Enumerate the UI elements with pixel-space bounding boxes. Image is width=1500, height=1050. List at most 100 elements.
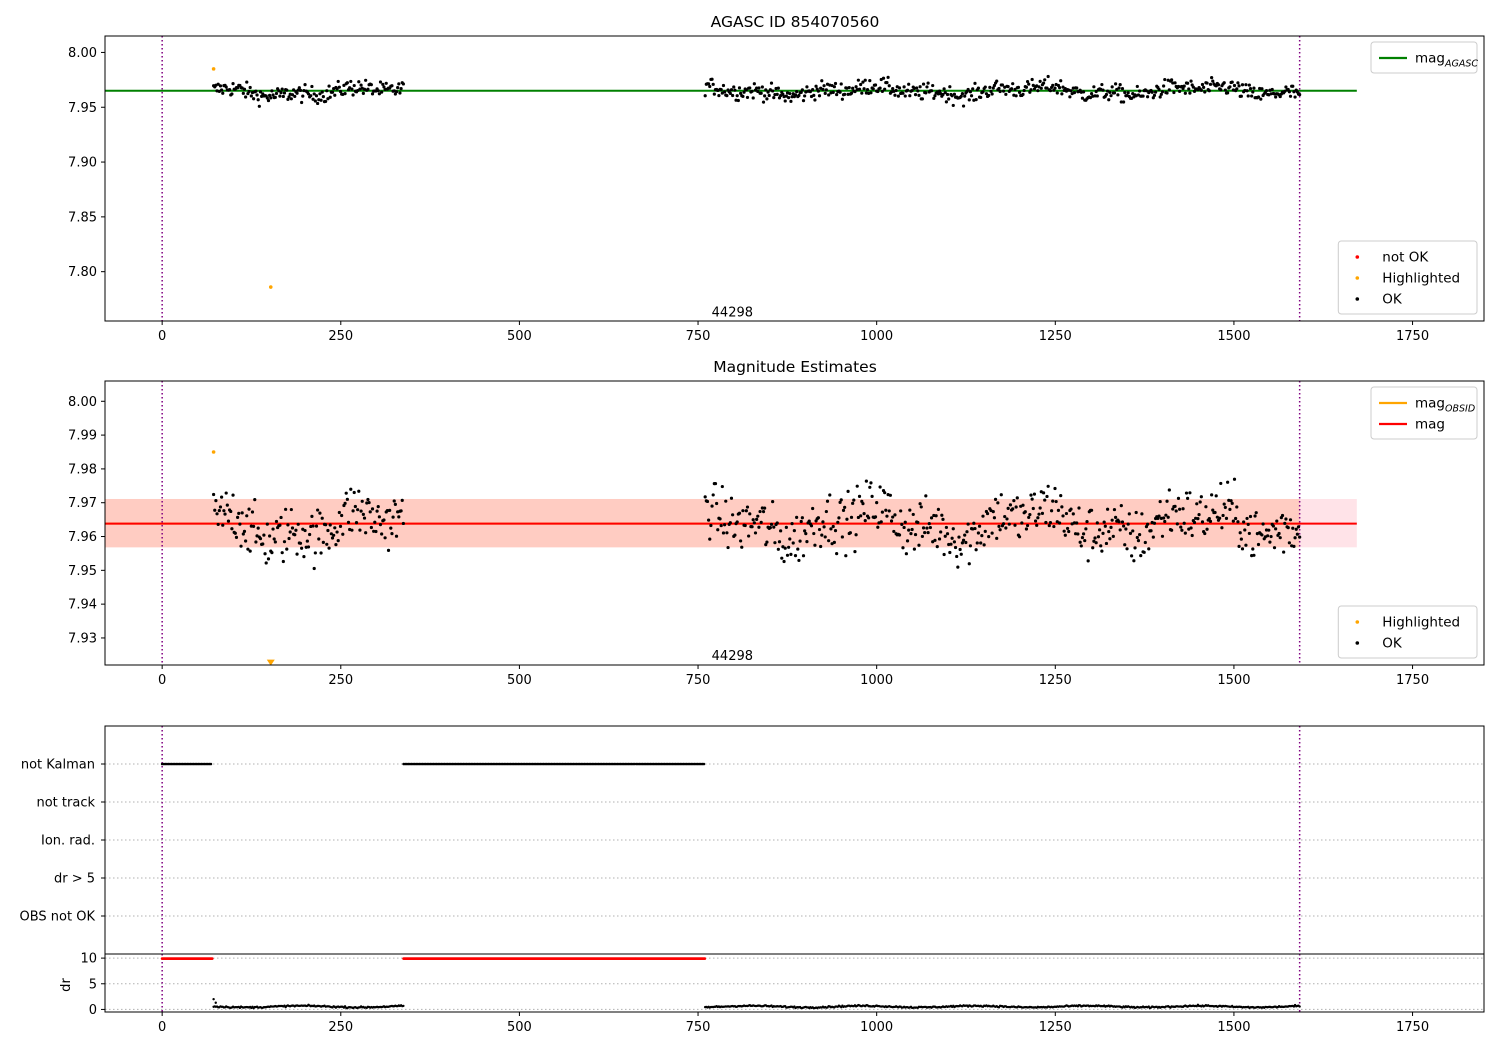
- data-point-ok: [225, 503, 229, 507]
- data-point-ok: [1282, 550, 1286, 554]
- data-point-ok: [1004, 526, 1008, 530]
- data-point-ok: [1244, 83, 1248, 87]
- data-point-ok: [216, 522, 220, 527]
- data-point-ok: [1056, 508, 1061, 512]
- data-point-ok: [998, 89, 1002, 94]
- data-point-ok: [769, 81, 774, 85]
- data-point-ok: [224, 491, 228, 495]
- data-point-ok: [1029, 88, 1033, 92]
- data-point-ok: [244, 539, 248, 543]
- data-point-ok: [351, 93, 355, 97]
- data-point-ok: [1184, 491, 1189, 495]
- data-point-ok: [1246, 522, 1250, 527]
- data-point-ok: [273, 95, 277, 99]
- data-point-ok: [1033, 519, 1038, 523]
- data-point-ok: [939, 530, 943, 534]
- data-point-ok: [790, 95, 794, 99]
- data-point-ok: [867, 516, 871, 520]
- data-point-ok: [326, 528, 330, 533]
- data-point-ok: [248, 85, 252, 90]
- data-point-ok: [913, 93, 918, 97]
- data-point-ok: [1088, 96, 1093, 100]
- data-point-ok: [351, 509, 355, 513]
- data-point-ok: [759, 520, 763, 524]
- data-point-ok: [771, 89, 775, 93]
- x-tick-label: 1250: [1039, 1020, 1072, 1035]
- data-point-ok: [902, 85, 906, 89]
- data-point-ok: [878, 485, 882, 489]
- data-point-ok: [1083, 538, 1087, 543]
- data-point-ok: [1284, 517, 1288, 521]
- data-point-ok: [998, 528, 1002, 532]
- data-point-ok: [876, 525, 880, 529]
- data-point-ok: [397, 515, 401, 519]
- flag-point: [209, 762, 213, 766]
- data-point-ok: [1060, 505, 1064, 509]
- data-point-ok: [820, 79, 824, 83]
- data-point-ok: [995, 536, 999, 540]
- data-point-ok: [997, 524, 1001, 529]
- data-point-ok: [316, 101, 320, 106]
- data-point-ok: [1125, 547, 1129, 551]
- data-point-ok: [822, 525, 826, 529]
- x-tick-label: 250: [328, 329, 353, 344]
- data-point-ok: [822, 84, 826, 88]
- data-point-ok: [1189, 526, 1193, 530]
- data-point-ok: [1108, 90, 1112, 95]
- data-point-ok: [306, 92, 311, 96]
- data-point-ok: [354, 520, 359, 525]
- data-point-ok: [263, 552, 267, 556]
- data-point-ok: [364, 78, 368, 82]
- data-point-ok: [1189, 79, 1193, 83]
- data-point-ok: [995, 79, 999, 83]
- data-point-ok: [244, 95, 248, 99]
- data-point-ok: [933, 94, 937, 98]
- y-tick-label: 7.85: [68, 210, 97, 225]
- data-point-ok: [249, 94, 253, 98]
- data-point-ok: [838, 90, 842, 94]
- data-point-ok: [1162, 516, 1166, 520]
- data-point-ok: [1291, 84, 1295, 88]
- data-point-ok: [909, 532, 913, 536]
- data-point-ok: [897, 533, 902, 537]
- data-point-ok: [1117, 520, 1121, 524]
- data-point-ok: [1200, 82, 1205, 87]
- data-point-ok: [912, 547, 916, 551]
- data-point-ok: [801, 554, 806, 558]
- data-point-ok: [1071, 512, 1075, 516]
- data-point-ok: [960, 91, 965, 96]
- data-point-ok: [750, 525, 754, 529]
- data-point-ok: [296, 522, 300, 526]
- data-point-ok: [239, 544, 243, 548]
- data-point-ok: [1179, 525, 1183, 529]
- data-point-ok: [856, 515, 860, 520]
- data-point-ok: [1122, 100, 1126, 104]
- data-point-ok: [1084, 527, 1088, 531]
- data-point-ok: [327, 84, 331, 88]
- data-point-ok: [710, 77, 714, 81]
- data-point-ok: [392, 499, 396, 503]
- data-point-ok: [943, 91, 947, 95]
- y-tick-label: 7.99: [68, 429, 97, 444]
- data-point-ok: [755, 517, 759, 521]
- data-point-ok: [1195, 502, 1199, 506]
- data-point-ok: [921, 526, 926, 530]
- data-point-ok: [1008, 503, 1013, 507]
- data-point-ok: [1188, 91, 1192, 95]
- data-point-ok: [767, 93, 771, 98]
- data-point-ok: [242, 529, 247, 533]
- data-point-highlighted: [211, 67, 216, 71]
- x-tick-label: 1750: [1396, 1020, 1429, 1035]
- legend-label: OK: [1382, 636, 1403, 652]
- data-point-ok: [1219, 88, 1223, 92]
- data-point-ok: [294, 528, 298, 532]
- data-point-ok: [246, 547, 250, 551]
- data-point-ok: [776, 547, 780, 551]
- data-point-ok: [789, 552, 793, 556]
- data-point-ok: [220, 88, 224, 92]
- data-point-ok: [875, 500, 879, 505]
- data-point-ok: [992, 83, 997, 88]
- data-point-ok: [1135, 535, 1139, 540]
- data-point-ok: [386, 548, 391, 553]
- data-point-ok: [720, 484, 724, 489]
